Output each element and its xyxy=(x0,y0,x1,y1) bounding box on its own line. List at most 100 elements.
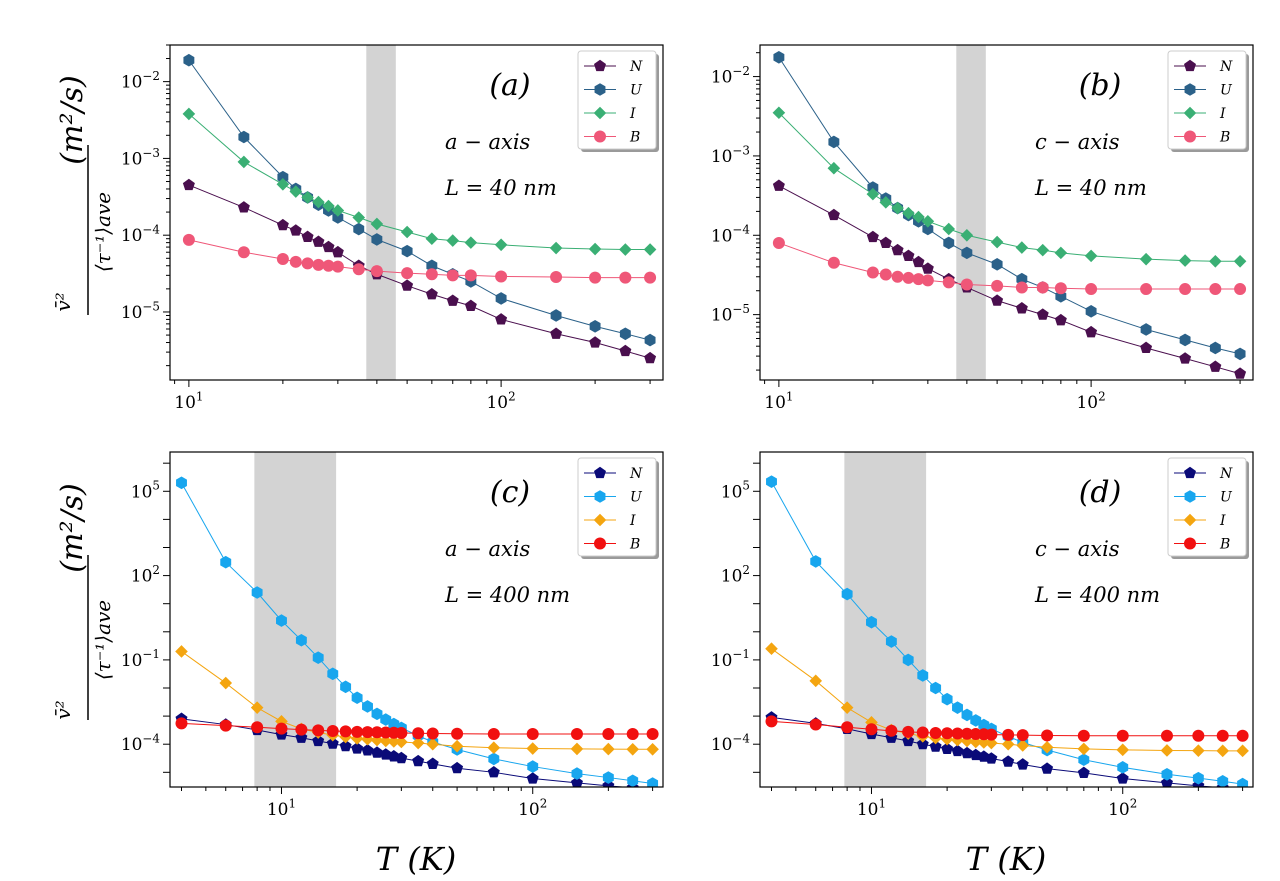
data-point xyxy=(1084,249,1098,263)
y-axis-label-bottom: v̄² ⟨τ⁻¹⟩ave (m²/s) xyxy=(51,483,115,720)
data-point xyxy=(885,724,898,737)
data-point xyxy=(951,744,964,757)
data-point xyxy=(879,268,892,281)
x-ticks: 101 102 xyxy=(174,380,651,413)
panel-label: (b) xyxy=(1079,68,1122,103)
legend-entry-B: B xyxy=(1174,537,1230,553)
data-point xyxy=(352,263,365,276)
panel-label: (a) xyxy=(489,68,530,103)
legend-label: N xyxy=(629,466,643,482)
data-point xyxy=(326,737,339,749)
legend-entry-N: N xyxy=(584,59,643,75)
data-point xyxy=(626,728,639,741)
y-label-numerator: v̄² xyxy=(51,292,75,311)
data-point xyxy=(1085,325,1098,338)
y-tick-label: 10−2 xyxy=(711,64,750,88)
series-U xyxy=(176,476,659,787)
legend-label: I xyxy=(629,106,636,122)
data-point xyxy=(370,217,384,231)
data-point xyxy=(646,742,659,756)
legend-entry-B: B xyxy=(1174,130,1230,146)
data-point xyxy=(841,721,854,734)
data-point xyxy=(495,292,507,305)
data-point xyxy=(450,739,464,753)
legend-label: N xyxy=(1219,466,1233,482)
data-point xyxy=(1179,352,1192,364)
legend-marker xyxy=(594,130,606,143)
data-point xyxy=(646,728,659,741)
data-point xyxy=(182,107,196,121)
axis-direction-text: c − axis xyxy=(1035,130,1120,154)
legend-box xyxy=(577,457,657,557)
y-tick-label: 102 xyxy=(131,563,160,587)
data-point xyxy=(589,271,602,284)
legend-label: I xyxy=(1219,106,1226,122)
y-tick-label: 10−4 xyxy=(121,732,160,756)
data-point xyxy=(488,752,500,766)
y-ticks: 10−5 10−4 10−3 10−2 xyxy=(121,44,170,367)
data-point xyxy=(549,241,563,255)
legend-label: I xyxy=(1219,513,1226,529)
chart-panel-a: 101 102 10−5 10−4 10−3 10−2 (a) a − axis L = 40 … xyxy=(121,44,664,413)
data-point xyxy=(1036,281,1049,294)
data-point xyxy=(1001,737,1015,751)
data-point xyxy=(446,294,459,306)
y-ticks: 10−4 10−1 102 105 xyxy=(121,462,170,773)
data-point xyxy=(885,635,897,648)
data-point xyxy=(930,681,942,695)
data-point xyxy=(301,191,314,204)
series-N xyxy=(175,712,659,787)
chart-panel-c: 101 102 10−4 10−1 102 105 (c) a − axis L = 400 n… xyxy=(121,451,664,820)
data-point xyxy=(340,680,352,694)
plot-area xyxy=(182,53,657,364)
data-point xyxy=(772,179,785,191)
data-point xyxy=(985,736,998,750)
data-point xyxy=(1192,744,1205,757)
data-point xyxy=(619,327,631,341)
data-point xyxy=(451,761,464,774)
data-point xyxy=(916,737,929,750)
series-B xyxy=(182,233,657,284)
data-point xyxy=(602,728,615,741)
data-point xyxy=(322,259,335,272)
data-point xyxy=(351,742,364,754)
data-point xyxy=(828,135,840,149)
shaded-transition-region xyxy=(366,45,396,380)
data-point xyxy=(464,236,478,249)
data-point xyxy=(1139,252,1153,266)
data-point xyxy=(182,233,195,246)
legend-box xyxy=(577,50,657,150)
data-point xyxy=(1236,729,1249,742)
data-point xyxy=(1054,246,1068,260)
series-I xyxy=(182,107,657,256)
data-point xyxy=(922,222,934,236)
data-point xyxy=(1077,766,1090,779)
data-point xyxy=(312,734,325,747)
data-point xyxy=(570,728,583,741)
data-point xyxy=(295,723,308,736)
y-label-denominator: ⟨τ⁻¹⟩ave xyxy=(91,192,115,272)
data-point xyxy=(401,244,413,258)
data-point xyxy=(1192,729,1205,742)
data-point xyxy=(371,707,383,721)
legend-entry-U: U xyxy=(1174,490,1233,506)
data-point xyxy=(1234,283,1247,296)
data-point xyxy=(446,269,459,282)
data-point xyxy=(1140,341,1153,354)
data-point xyxy=(902,734,915,747)
data-point xyxy=(602,742,615,756)
data-point xyxy=(395,727,408,740)
data-point xyxy=(1209,283,1222,296)
x-tick-label: 102 xyxy=(1108,796,1137,820)
data-point xyxy=(1054,282,1067,295)
y-tick-label: 10−1 xyxy=(121,647,160,671)
data-point xyxy=(827,161,841,175)
series-B xyxy=(772,236,1247,296)
data-point xyxy=(219,719,232,732)
x-ticks: 101 102 xyxy=(764,380,1241,413)
data-point xyxy=(277,170,289,184)
data-point xyxy=(1015,241,1029,254)
x-tick-label: 101 xyxy=(267,796,296,820)
data-point xyxy=(494,238,508,252)
